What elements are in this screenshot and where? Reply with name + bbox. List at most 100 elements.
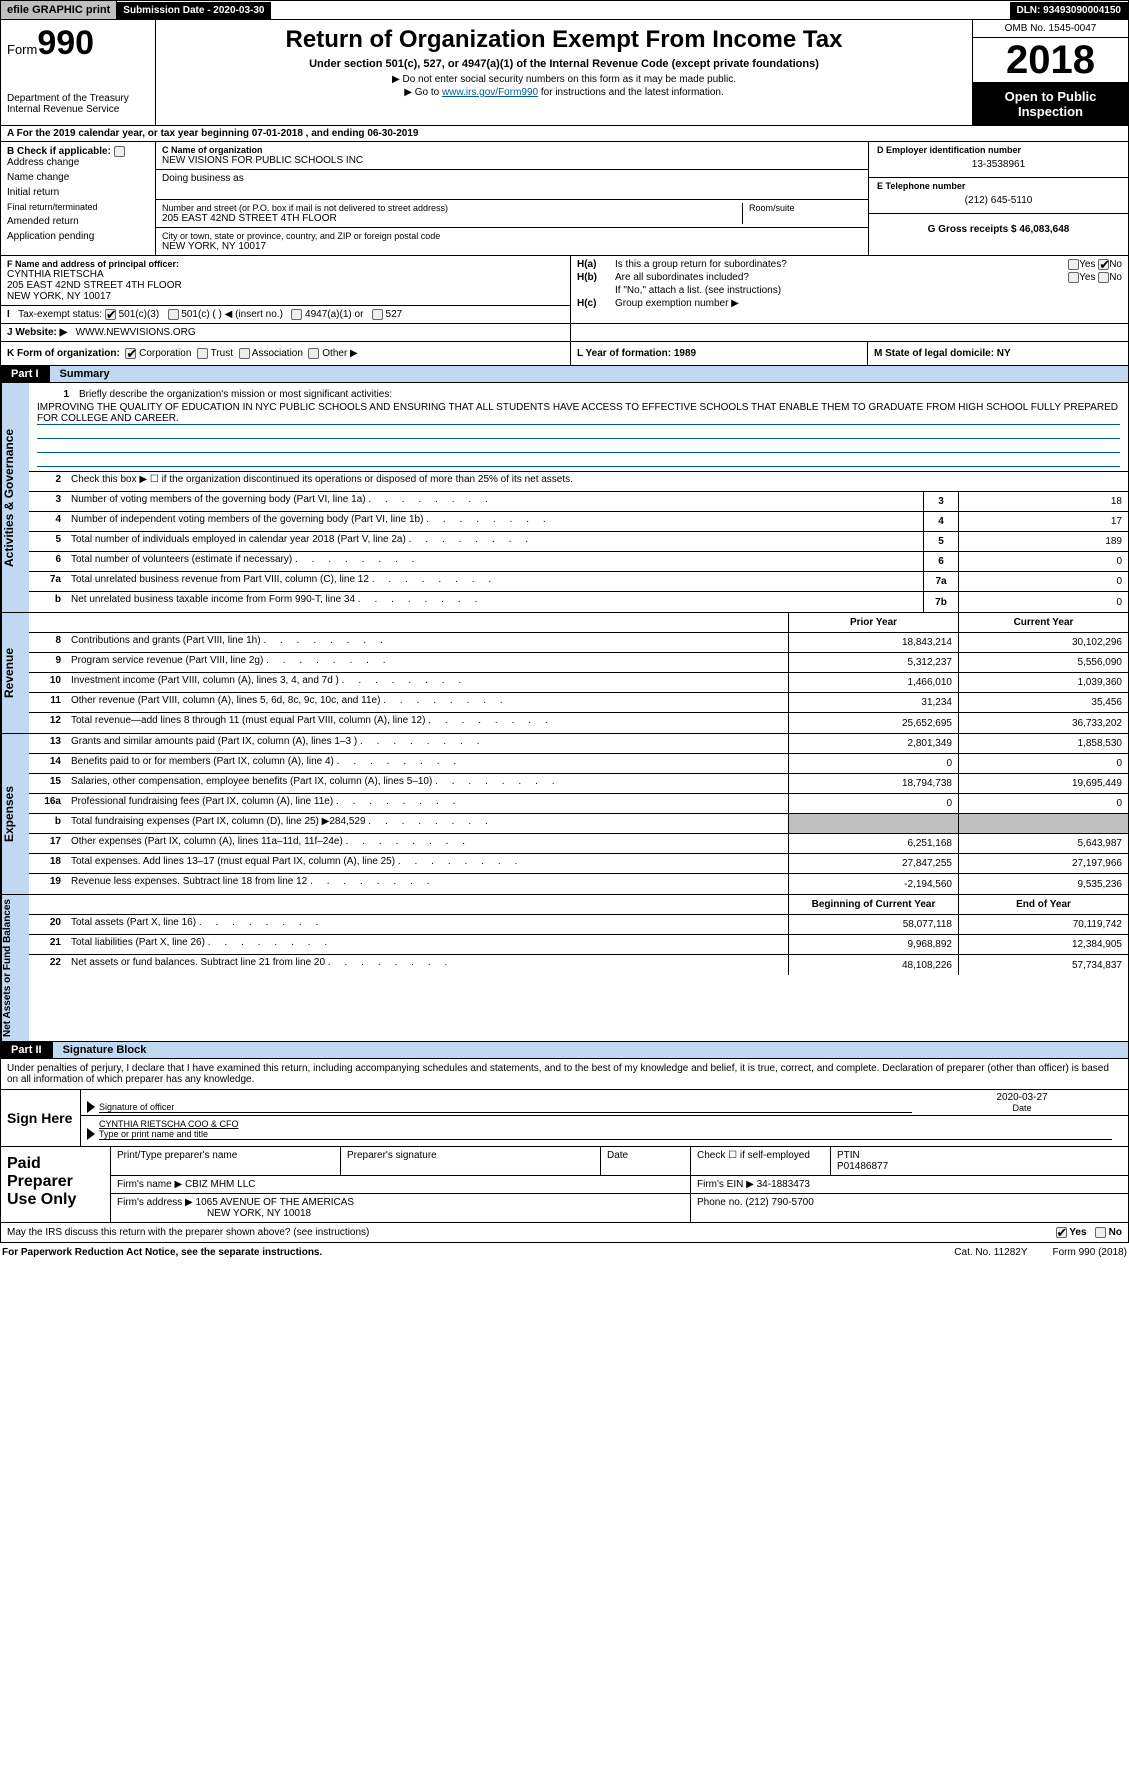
prior-value: 6,251,168 [788,834,958,853]
footer-cat: Cat. No. 11282Y [954,1247,1027,1258]
prior-value: 18,843,214 [788,633,958,652]
irs-form990-link[interactable]: www.irs.gov/Form990 [442,87,538,98]
current-value: 1,858,530 [958,734,1128,753]
current-value: 27,197,966 [958,854,1128,873]
line-box: 4 [923,512,958,531]
check-applicable-box[interactable] [114,146,125,157]
col-c-org-info: C Name of organization NEW VISIONS FOR P… [156,142,868,255]
ha-yes-box[interactable] [1068,259,1079,270]
hdr-prior-year: Prior Year [788,613,958,632]
corp-label: Corporation [139,348,191,359]
firm-ein-label: Firm's EIN ▶ [697,1179,754,1190]
header-right: OMB No. 1545-0047 2018 Open to Public In… [973,20,1128,125]
chk-initial-return: Initial return [7,187,149,198]
line-number: 19 [29,874,67,894]
prior-value: 2,801,349 [788,734,958,753]
ein-box: D Employer identification number 13-3538… [869,142,1128,178]
blank [67,613,788,632]
prior-value: 5,312,237 [788,653,958,672]
527-label: 527 [386,309,403,320]
sig-officer-field[interactable]: Signature of officer [99,1102,912,1113]
hdr-current-year: Current Year [958,613,1128,632]
mission-label: Briefly describe the organization's miss… [75,387,1120,402]
table-row: 8 Contributions and grants (Part VIII, l… [29,633,1128,653]
line-value: 189 [958,532,1128,551]
chk-4947[interactable] [291,309,302,320]
col-deg: D Employer identification number 13-3538… [868,142,1128,255]
chk-trust[interactable] [197,348,208,359]
blank [67,895,788,914]
efile-print-button[interactable]: efile GRAPHIC print [1,1,117,19]
line-number: 7a [29,572,67,591]
signature-section: Under penalties of perjury, I declare th… [0,1059,1129,1147]
part2-header-row: Part II Signature Block [0,1042,1129,1059]
prep-ptin: PTIN P01486877 [831,1147,1128,1175]
chk-other[interactable] [308,348,319,359]
current-value: 30,102,296 [958,633,1128,652]
open-to-public: Open to Public Inspection [973,83,1128,125]
chk-501c[interactable] [168,309,179,320]
firm-name-label: Firm's name ▶ [117,1179,182,1190]
table-row: 6 Total number of volunteers (estimate i… [29,552,1128,572]
chk-corp[interactable] [125,348,136,359]
h-column: H(a) Is this a group return for subordin… [571,256,1128,323]
form-990-number: 990 [37,24,94,62]
sig-officer-row: Signature of officer 2020-03-27 Date [81,1090,1128,1116]
line-desc: Total liabilities (Part X, line 26) [67,935,788,954]
other-label: Other ▶ [322,348,357,359]
sig-name-label: Type or print name and title [99,1129,1112,1139]
firm-name-value: CBIZ MHM LLC [185,1179,256,1190]
ha-yn: Yes No [1068,259,1122,270]
sign-here-row: Sign Here Signature of officer 2020-03-2… [1,1090,1128,1146]
activities-body: 1Briefly describe the organization's mis… [29,383,1128,612]
phone-label: Phone no. [697,1197,743,1208]
table-row: 3 Number of voting members of the govern… [29,492,1128,512]
chk-527[interactable] [372,309,383,320]
row-a-calendar-year: A For the 2019 calendar year, or tax yea… [0,126,1129,142]
hb-yes-box[interactable] [1068,272,1079,283]
line-number: 12 [29,713,67,733]
irs-yes-box[interactable] [1056,1227,1067,1238]
officer-addr1: 205 EAST 42ND STREET 4TH FLOOR [7,280,564,291]
line-number: 4 [29,512,67,531]
irs-no-box[interactable] [1095,1227,1106,1238]
omb-number: OMB No. 1545-0047 [973,20,1128,38]
prior-value: 9,968,892 [788,935,958,954]
prep-row1: Print/Type preparer's name Preparer's si… [111,1147,1128,1176]
line-desc: Revenue less expenses. Subtract line 18 … [67,874,788,894]
line-number: 3 [29,492,67,511]
sig-officer-label: Signature of officer [99,1102,912,1112]
preparer-section: Paid Preparer Use Only Print/Type prepar… [0,1147,1129,1223]
sig-date-label: Date [922,1103,1122,1113]
hdr-end: End of Year [958,895,1128,914]
ha-no-box[interactable] [1098,259,1109,270]
part1-header-row: Part I Summary [0,366,1129,383]
line-desc: Total unrelated business revenue from Pa… [67,572,923,591]
line-number: 9 [29,653,67,672]
j-label: J Website: ▶ [7,327,67,338]
line-number: 2 [29,472,67,491]
line-number: b [29,592,67,612]
line-desc: Total assets (Part X, line 16) [67,915,788,934]
ptin-label: PTIN [837,1150,1122,1161]
assoc-label: Association [252,348,303,359]
check-if-applicable: Check if applicable: [17,146,111,157]
chk-assoc[interactable] [239,348,250,359]
preparer-label: Paid Preparer Use Only [1,1147,111,1222]
firm-name-cell: Firm's name ▶ CBIZ MHM LLC [111,1176,691,1193]
org-name: NEW VISIONS FOR PUBLIC SCHOOLS INC [162,155,862,166]
table-row: 12 Total revenue—add lines 8 through 11 … [29,713,1128,733]
side-activities: Activities & Governance [1,383,29,612]
section-bcdeg: B Check if applicable: Address change Na… [0,142,1129,255]
prior-value: 58,077,118 [788,915,958,934]
form-subtitle: Under section 501(c), 527, or 4947(a)(1)… [160,58,968,70]
sig-name-field[interactable]: CYNTHIA RIETSCHA COO & CFO Type or print… [99,1119,1112,1140]
hdr-beginning: Beginning of Current Year [788,895,958,914]
col-b-checkboxes: B Check if applicable: Address change Na… [1,142,156,255]
c-label: C Name of organization [162,145,862,155]
prior-value: 18,794,738 [788,774,958,793]
prior-value [788,814,958,833]
prep-sig-label: Preparer's signature [341,1147,601,1175]
chk-501c3[interactable] [105,309,116,320]
hb-no-box[interactable] [1098,272,1109,283]
